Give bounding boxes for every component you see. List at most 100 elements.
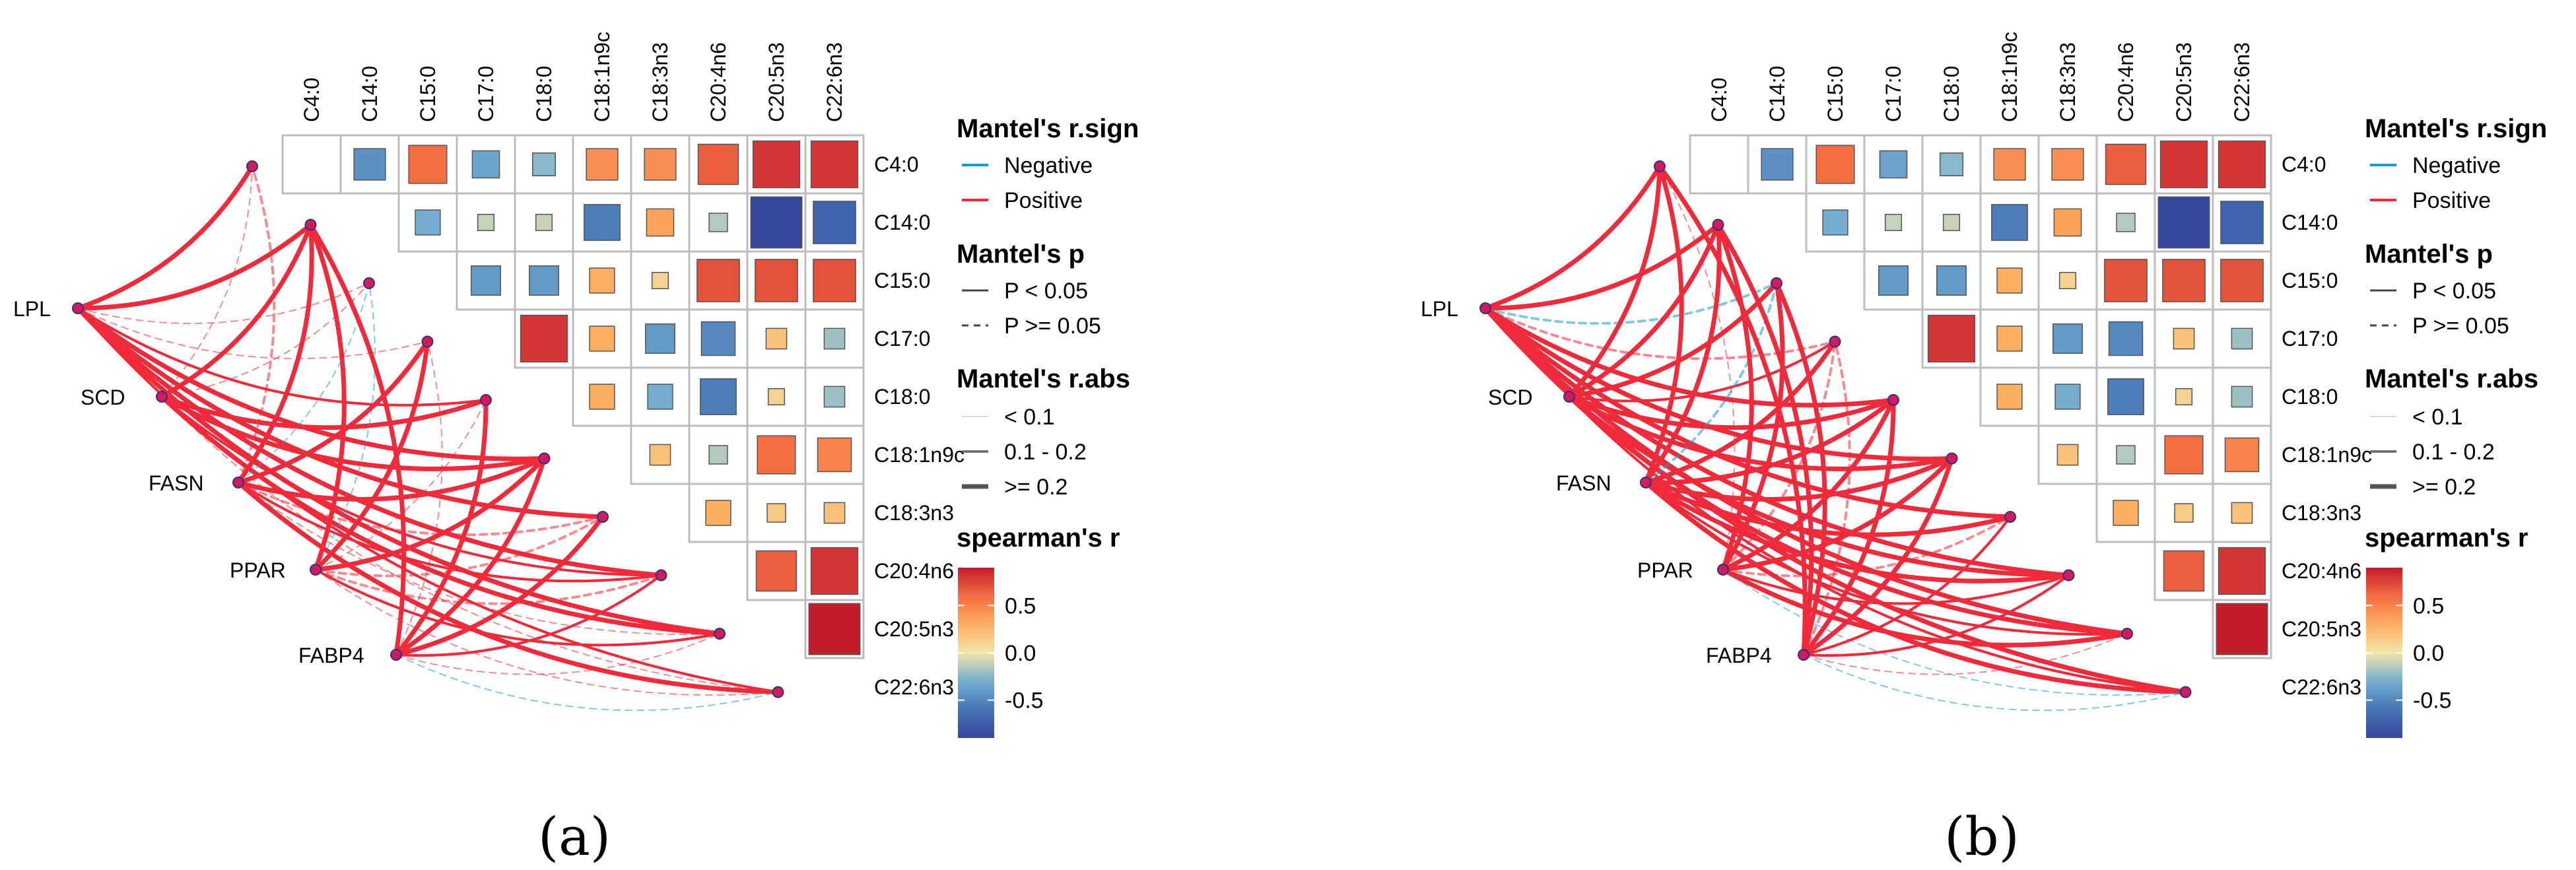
col-label-c4-0: C4:0 bbox=[1707, 77, 1731, 122]
mantel-link-ppar-c22-6n3 bbox=[1722, 569, 2186, 696]
corr-square-c14-0-c20-4n6 bbox=[2116, 213, 2136, 232]
legend-p-label-0: P < 0.05 bbox=[1004, 279, 1088, 304]
mantel-link-fasn-c18-0 bbox=[1643, 397, 1896, 485]
mantel-link-fabp4-c18-3n3 bbox=[393, 514, 605, 657]
mantel-link-scd-c18-1n9c bbox=[159, 394, 547, 471]
mantel-link-scd-c4-0 bbox=[1567, 164, 1662, 399]
corr-square-c20-4n6-c20-5n3 bbox=[2163, 550, 2205, 592]
row-label-c18-0: C18:0 bbox=[2282, 385, 2338, 409]
mantel-link-ppar-c14-0 bbox=[1716, 222, 1754, 572]
corr-square-c18-1n9c-c20-4n6 bbox=[2116, 445, 2136, 465]
mantel-link-ppar-c15-0 bbox=[315, 283, 376, 570]
corr-square-c14-0-c17-0 bbox=[1884, 213, 1903, 232]
corr-square-c15-0-c20-4n6 bbox=[2104, 259, 2148, 302]
corr-square-c18-0-c20-5n3 bbox=[2175, 387, 2193, 406]
gene-node-ppar bbox=[310, 564, 322, 576]
corr-square-c20-5n3-c22-6n3 bbox=[2216, 603, 2268, 655]
corr-square-c14-0-c22-6n3 bbox=[813, 201, 856, 244]
row-label-c20-5n3: C20:5n3 bbox=[874, 617, 954, 641]
grid-cell bbox=[281, 134, 342, 195]
corr-square-c14-0-c17-0 bbox=[477, 213, 495, 232]
corr-square-c4-0-c15-0 bbox=[408, 145, 448, 184]
corr-square-c14-0-c20-5n3 bbox=[750, 196, 803, 249]
mantel-link-lpl-c18-1n9c bbox=[75, 306, 547, 461]
corr-square-c18-0-c20-4n6 bbox=[700, 378, 737, 415]
row-label-c18-3n3: C18:3n3 bbox=[2282, 501, 2361, 525]
mantel-link-fasn-c20-4n6 bbox=[237, 481, 663, 583]
corr-square-c18-1n9c-c18-3n3 bbox=[2056, 444, 2079, 466]
corr-square-c17-0-c20-5n3 bbox=[765, 327, 788, 350]
corr-square-c17-0-c18-0 bbox=[520, 314, 568, 363]
corr-square-c14-0-c20-4n6 bbox=[708, 213, 728, 232]
mantel-link-ppar-c18-3n3 bbox=[1722, 516, 2012, 578]
corr-square-c4-0-c18-3n3 bbox=[2051, 148, 2084, 181]
mantel-link-scd-c18-0 bbox=[159, 394, 489, 430]
mantel-link-lpl-c20-5n3 bbox=[75, 306, 722, 636]
corr-square-c4-0-c18-1n9c bbox=[586, 148, 619, 181]
gene-label-ppar: PPAR bbox=[230, 558, 286, 582]
legend-rabs-label-0: < 0.1 bbox=[2412, 405, 2463, 430]
corr-square-c14-0-c18-1n9c bbox=[1991, 204, 2028, 241]
row-label-c20-4n6: C20:4n6 bbox=[874, 559, 954, 583]
fa-node-c15-0 bbox=[363, 277, 375, 289]
corr-square-c4-0-c20-5n3 bbox=[752, 140, 801, 189]
mantel-link-fasn-c20-4n6 bbox=[1643, 480, 2071, 584]
col-label-c18-1n9c: C18:1n9c bbox=[1998, 32, 2021, 122]
mantel-link-fabp4-c20-4n6 bbox=[395, 574, 663, 657]
mantel-link-lpl-c14-0 bbox=[75, 222, 313, 311]
row-label-c20-4n6: C20:4n6 bbox=[2282, 559, 2361, 583]
mantel-link-fasn-c18-3n3 bbox=[237, 481, 604, 537]
gene-label-scd: SCD bbox=[1488, 385, 1533, 409]
row-label-c22-6n3: C22:6n3 bbox=[2282, 675, 2361, 699]
col-label-c18-0: C18:0 bbox=[1940, 66, 1963, 122]
mantel-link-fabp4-c22-6n3 bbox=[395, 654, 779, 712]
mantel-link-lpl-c14-0 bbox=[1483, 222, 1720, 311]
mantel-link-scd-c20-5n3 bbox=[159, 394, 722, 636]
colorbar-tick-label-0: 0.5 bbox=[2413, 593, 2444, 619]
mantel-link-fabp4-c18-1n9c bbox=[1801, 456, 1954, 657]
corr-square-c20-4n6-c20-5n3 bbox=[755, 550, 797, 592]
gene-node-fasn bbox=[232, 477, 244, 488]
row-label-c22-6n3: C22:6n3 bbox=[874, 675, 954, 699]
legend-p-title: Mantel's p bbox=[957, 240, 1085, 269]
gene-node-scd bbox=[1563, 391, 1575, 403]
mantel-link-scd-c4-0 bbox=[161, 166, 253, 397]
mantel-link-scd-c14-0 bbox=[159, 222, 313, 399]
legend-p-title: Mantel's p bbox=[2365, 240, 2493, 269]
legend-sign-label-positive: Positive bbox=[1004, 188, 1083, 213]
col-label-c20-4n6: C20:4n6 bbox=[706, 42, 730, 122]
col-label-c18-3n3: C18:3n3 bbox=[648, 42, 672, 122]
mantel-link-ppar-c14-0 bbox=[308, 222, 347, 572]
fa-node-c14-0 bbox=[1712, 218, 1724, 231]
corr-square-c18-0-c18-3n3 bbox=[2054, 384, 2081, 410]
colorbar-tick-label-0: 0.5 bbox=[1005, 593, 1036, 619]
mantel-link-fasn-c4-0 bbox=[237, 165, 276, 484]
mantel-link-lpl-c17-0 bbox=[77, 308, 428, 360]
fa-node-c18-3n3 bbox=[597, 511, 609, 523]
mantel-link-scd-c17-0 bbox=[1568, 340, 1837, 403]
corr-square-c4-0-c20-4n6 bbox=[2105, 143, 2147, 185]
legend-rabs-label-1: 0.1 - 0.2 bbox=[2412, 440, 2495, 465]
fa-node-c22-6n3 bbox=[772, 686, 784, 698]
gene-node-ppar bbox=[1717, 564, 1729, 576]
mantel-link-fabp4-c4-0 bbox=[1657, 164, 1808, 657]
row-label-c4-0: C4:0 bbox=[2282, 152, 2326, 176]
col-label-c20-4n6: C20:4n6 bbox=[2114, 42, 2138, 122]
row-label-c18-1n9c: C18:1n9c bbox=[2282, 443, 2372, 467]
mantel-link-fasn-c18-1n9c bbox=[1643, 456, 1954, 502]
legend-a: Mantel's r.sign Negative Positive Mantel's … bbox=[957, 114, 1139, 738]
gene-label-ppar: PPAR bbox=[1637, 558, 1693, 582]
corr-square-c17-0-c18-0 bbox=[1927, 314, 1976, 363]
mantel-link-fabp4-c18-0 bbox=[393, 397, 489, 657]
fa-node-c20-5n3 bbox=[2121, 628, 2133, 640]
col-label-c15-0: C15:0 bbox=[1823, 66, 1847, 122]
corr-square-c17-0-c22-6n3 bbox=[2231, 327, 2253, 350]
corr-square-c17-0-c18-3n3 bbox=[2052, 323, 2083, 354]
fa-node-c18-0 bbox=[1887, 394, 1899, 406]
col-label-c4-0: C4:0 bbox=[300, 77, 323, 122]
gene-label-lpl: LPL bbox=[1421, 297, 1458, 321]
corr-square-c17-0-c18-1n9c bbox=[589, 325, 615, 352]
gene-node-lpl bbox=[1479, 302, 1491, 314]
colorbar-tick-label-2: -0.5 bbox=[2413, 688, 2452, 714]
panel-b: C4:0 C14:0 C15:0 C17:0 C18:0 C18:1n9c C18:3n3 C… bbox=[1421, 32, 2372, 867]
